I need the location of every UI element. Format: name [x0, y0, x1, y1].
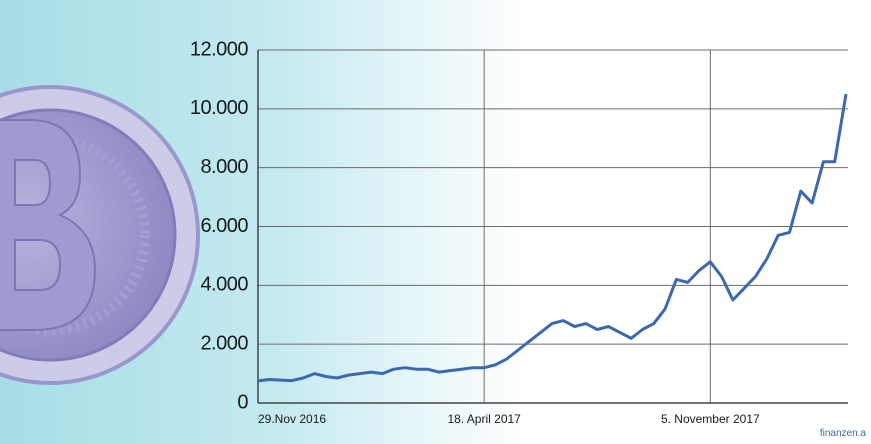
- y-tick-label: 6.000: [200, 215, 248, 237]
- y-tick-label: 10.000: [190, 97, 249, 119]
- x-tick-label: 18. April 2017: [447, 412, 521, 426]
- y-tick-label: 4.000: [200, 274, 248, 296]
- price-line: [257, 93, 848, 383]
- x-tick-label: 29.Nov 2016: [258, 412, 326, 426]
- plot-area: 0 2.000 4.000 6.000 8.000 10.000 12.000 29.Nov …: [190, 38, 848, 426]
- y-tick-label: 12.000: [190, 38, 249, 60]
- x-tick-label: 5. November 2017: [661, 412, 760, 426]
- y-tick-label: 0: [237, 391, 248, 413]
- coin-illustration: [0, 85, 200, 385]
- y-tick-label: 8.000: [200, 156, 248, 178]
- source-label: finanzen.a: [820, 428, 867, 439]
- y-tick-label: 2.000: [200, 332, 248, 354]
